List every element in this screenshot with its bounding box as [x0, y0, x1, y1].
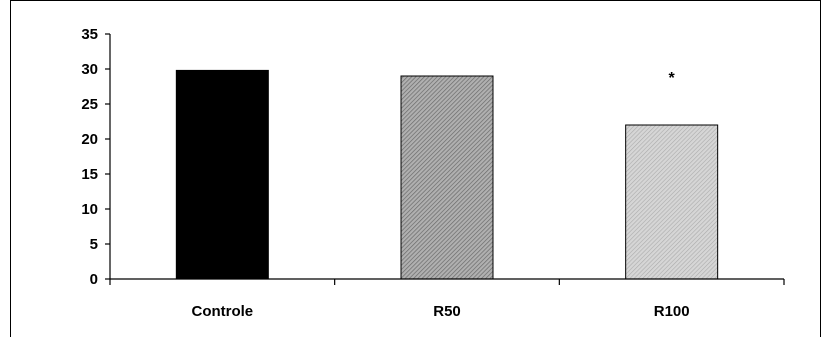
y-tick-label: 35	[81, 26, 98, 43]
y-tick-label: 25	[81, 96, 98, 113]
annotations-group: *	[669, 70, 676, 87]
bar-controle	[175, 69, 269, 280]
y-tick-label: 5	[90, 236, 98, 253]
significance-marker: *	[669, 70, 676, 87]
y-tick-label: 15	[81, 166, 98, 183]
y-tick-label: 10	[81, 201, 98, 218]
x-axis: Controle R50 R100	[109, 278, 785, 320]
bars-group	[175, 69, 719, 280]
chart-frame	[10, 0, 821, 337]
bar-r50	[400, 75, 494, 280]
y-tick-label: 0	[90, 271, 98, 288]
x-category-label: R50	[433, 303, 461, 320]
bar-r100	[625, 124, 719, 280]
y-axis: 0 5 10 15 20 25 30 35	[81, 26, 111, 288]
y-tick-label: 30	[81, 61, 98, 78]
x-category-label: R100	[654, 303, 690, 320]
x-category-label: Controle	[191, 303, 253, 320]
y-tick-label: 20	[81, 131, 98, 148]
